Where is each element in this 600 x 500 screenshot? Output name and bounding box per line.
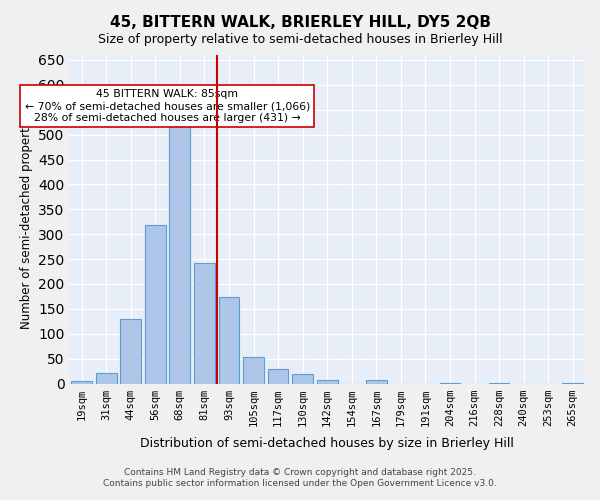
Bar: [268, 368, 289, 384]
Bar: [218, 298, 239, 384]
Bar: [440, 382, 460, 384]
Bar: [488, 382, 509, 384]
Text: 45 BITTERN WALK: 85sqm
← 70% of semi-detached houses are smaller (1,066)
28% of : 45 BITTERN WALK: 85sqm ← 70% of semi-det…: [25, 90, 310, 122]
Text: 45, BITTERN WALK, BRIERLEY HILL, DY5 2QB: 45, BITTERN WALK, BRIERLEY HILL, DY5 2QB: [110, 15, 491, 30]
Bar: [317, 380, 338, 384]
Text: Size of property relative to semi-detached houses in Brierley Hill: Size of property relative to semi-detach…: [98, 32, 502, 46]
X-axis label: Distribution of semi-detached houses by size in Brierley Hill: Distribution of semi-detached houses by …: [140, 437, 514, 450]
Bar: [292, 374, 313, 384]
Bar: [120, 319, 141, 384]
Bar: [96, 372, 116, 384]
Y-axis label: Number of semi-detached properties: Number of semi-detached properties: [20, 110, 32, 328]
Bar: [366, 380, 387, 384]
Bar: [243, 356, 264, 384]
Bar: [71, 381, 92, 384]
Bar: [194, 263, 215, 384]
Bar: [169, 117, 190, 384]
Bar: [562, 382, 583, 384]
Text: Contains HM Land Registry data © Crown copyright and database right 2025.
Contai: Contains HM Land Registry data © Crown c…: [103, 468, 497, 487]
Bar: [145, 225, 166, 384]
